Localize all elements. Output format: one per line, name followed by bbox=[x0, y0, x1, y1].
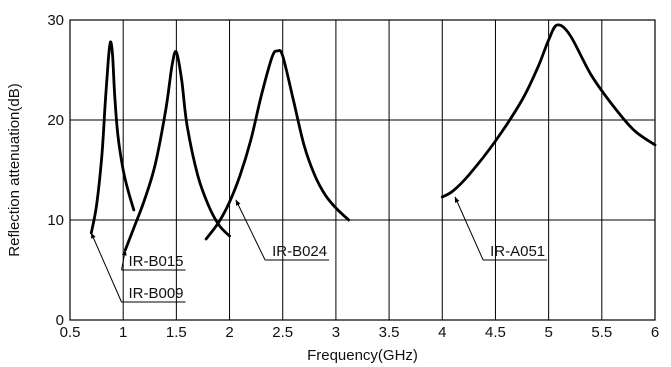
y-tick-label: 30 bbox=[47, 12, 64, 29]
callout-label: IR-B015 bbox=[129, 253, 184, 270]
series-line-ir-b009 bbox=[89, 40, 136, 235]
x-tick-label: 2 bbox=[225, 324, 233, 341]
series-line-ir-b024 bbox=[204, 48, 351, 241]
x-tick-label: 4.5 bbox=[485, 324, 506, 341]
x-tick-label: 5 bbox=[544, 324, 552, 341]
x-tick-label: 5.5 bbox=[591, 324, 612, 341]
callout-leader bbox=[121, 249, 127, 271]
x-tick-label: 3.5 bbox=[379, 324, 400, 341]
x-axis-title: Frequency(GHz) bbox=[307, 347, 418, 364]
callout-label: IR-A051 bbox=[490, 243, 545, 260]
x-tick-label: 6 bbox=[651, 324, 659, 341]
plot-frame bbox=[69, 19, 656, 321]
x-tick-label: 4 bbox=[438, 324, 446, 341]
series-line-ir-a051 bbox=[440, 23, 657, 199]
x-tick-label: 1 bbox=[119, 324, 127, 341]
x-tick-label: 0.5 bbox=[60, 324, 81, 341]
x-tick-label: 2.5 bbox=[272, 324, 293, 341]
callouts: IR-B009 IR-B015 IR-B024 IR-A051 bbox=[90, 196, 548, 303]
callout-leader bbox=[454, 196, 484, 261]
callout-leader bbox=[90, 232, 122, 303]
y-tick-label: 10 bbox=[47, 212, 64, 229]
y-tick-label: 0 bbox=[56, 312, 64, 329]
callout-label: IR-B009 bbox=[129, 285, 184, 302]
y-tick-label: 20 bbox=[47, 112, 64, 129]
series-line-ir-b015 bbox=[123, 50, 231, 252]
curves bbox=[89, 23, 657, 252]
callout-leader bbox=[235, 199, 266, 261]
x-tick-label: 3 bbox=[332, 324, 340, 341]
callout-label: IR-B024 bbox=[272, 243, 327, 260]
x-tick-label: 1.5 bbox=[166, 324, 187, 341]
y-axis-title: Reflection attenuation(dB) bbox=[6, 83, 23, 256]
grid bbox=[69, 19, 656, 321]
ticks: 0.5 1 1.5 2 2.5 3 3.5 4 4.5 5 5.5 6 0 10 20 30 bbox=[47, 12, 659, 341]
